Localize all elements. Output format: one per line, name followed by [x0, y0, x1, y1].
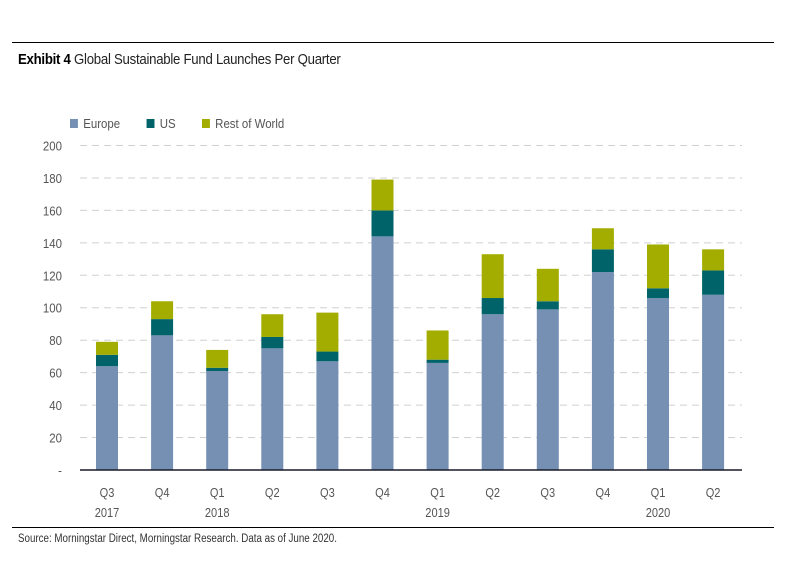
source-note: Source: Morningstar Direct, Morningstar …	[18, 533, 337, 545]
x-tick-label-quarter: Q1	[210, 485, 225, 500]
x-tick-label-quarter: Q1	[430, 485, 445, 500]
x-tick-label-quarter: Q2	[265, 485, 280, 500]
bar-rest-of-world-q1-2018	[206, 349, 229, 368]
bar-rest-of-world-q4-2018	[371, 179, 394, 211]
x-axis-ticks: Q3 2017 Q4 Q1 2018 Q2 Q3 Q4 Q1 2019 Q2 Q3 Q4 Q1 2020 Q2	[95, 485, 721, 520]
x-tick-label-quarter: Q4	[155, 485, 170, 500]
bar-rest-of-world-q3-2017	[96, 341, 118, 355]
chart-title: Exhibit 4 Global Sustainable Fund Launch…	[18, 51, 341, 68]
bar-europe-q4-2017	[151, 335, 174, 470]
x-tick-label-quarter: Q2	[706, 485, 721, 500]
exhibit-label: Exhibit 4	[18, 51, 71, 68]
y-tick-label: 160	[43, 204, 62, 219]
y-tick-label: 120	[43, 269, 62, 284]
y-tick-label: 80	[49, 334, 62, 349]
y-tick-label: 100	[43, 301, 62, 316]
gridlines	[80, 145, 742, 439]
bar-europe-q3-2019	[536, 309, 559, 470]
x-tick-label-quarter: Q3	[100, 485, 115, 500]
bar-rest-of-world-q2-2020	[702, 249, 725, 271]
bar-rest-of-world-q3-2018	[316, 312, 339, 352]
y-tick-label: 200	[43, 139, 62, 154]
legend-label-us: US	[159, 116, 176, 131]
legend-label-europe: Europe	[83, 116, 121, 131]
bar-europe-q4-2018	[371, 236, 394, 470]
bar-europe-q2-2020	[702, 294, 725, 470]
bar-europe-q4-2019	[591, 272, 614, 470]
bar-europe-q2-2018	[261, 348, 284, 470]
legend-swatch-europe	[70, 119, 78, 128]
y-tick-label: 20	[49, 431, 62, 446]
y-tick-label: 140	[43, 236, 62, 251]
legend-swatch-rest-of-world	[201, 119, 210, 128]
y-tick-label: 180	[43, 171, 62, 186]
legend-item-europe: Europe	[70, 116, 120, 131]
bar-us-q4-2018	[371, 210, 394, 237]
bars	[96, 179, 725, 470]
x-tick-label-quarter: Q4	[596, 485, 611, 500]
legend-item-rest-of-world: Rest of World	[201, 116, 285, 131]
legend: Europe US Rest of World	[70, 116, 311, 131]
bar-rest-of-world-q2-2019	[481, 254, 504, 299]
x-tick-label-year: 2020	[646, 505, 671, 520]
bar-rest-of-world-q2-2018	[261, 314, 284, 337]
bar-rest-of-world-q1-2020	[647, 244, 669, 289]
bar-us-q2-2018	[261, 336, 284, 349]
legend-swatch-us	[146, 119, 155, 128]
legend-label-rest-of-world: Rest of World	[215, 116, 285, 131]
bar-us-q4-2017	[151, 319, 174, 336]
x-tick-label-year: 2019	[425, 505, 450, 520]
bar-rest-of-world-q3-2019	[536, 268, 559, 302]
bar-europe-q1-2018	[206, 371, 229, 470]
bar-rest-of-world-q4-2017	[151, 301, 174, 320]
x-tick-label-year: 2017	[95, 505, 120, 520]
bar-us-q3-2018	[316, 351, 339, 362]
top-rule	[12, 42, 774, 43]
x-tick-label-quarter: Q2	[485, 485, 500, 500]
x-tick-label-quarter: Q4	[375, 485, 390, 500]
bar-us-q2-2019	[481, 298, 504, 315]
bar-us-q3-2019	[536, 301, 559, 310]
bottom-rule	[12, 527, 774, 528]
x-tick-label-quarter: Q3	[320, 485, 335, 500]
x-tick-label-year: 2018	[205, 505, 230, 520]
bar-us-q1-2019	[426, 359, 449, 363]
y-axis-ticks: - 20 40 60 80 100 120 140 160 180 200	[43, 139, 62, 478]
bar-europe-q1-2020	[647, 298, 669, 470]
title-text: Global Sustainable Fund Launches Per Qua…	[74, 51, 341, 68]
y-tick-label: 60	[49, 366, 62, 381]
bar-europe-q1-2019	[426, 362, 449, 470]
bar-europe-q3-2018	[316, 361, 339, 470]
bar-us-q1-2020	[647, 288, 669, 299]
bar-us-q3-2017	[96, 354, 118, 367]
y-tick-label: 40	[49, 398, 62, 413]
bar-europe-q2-2019	[481, 314, 504, 470]
bar-rest-of-world-q4-2019	[591, 228, 614, 250]
bar-europe-q3-2017	[96, 366, 118, 470]
legend-item-us: US	[146, 116, 176, 131]
x-tick-label-quarter: Q3	[540, 485, 555, 500]
y-tick-label: -	[58, 463, 62, 478]
bar-us-q2-2020	[702, 270, 725, 295]
x-tick-label-quarter: Q1	[651, 485, 666, 500]
bar-us-q4-2019	[591, 249, 614, 273]
bar-rest-of-world-q1-2019	[426, 330, 449, 360]
bar-us-q1-2018	[206, 367, 229, 372]
